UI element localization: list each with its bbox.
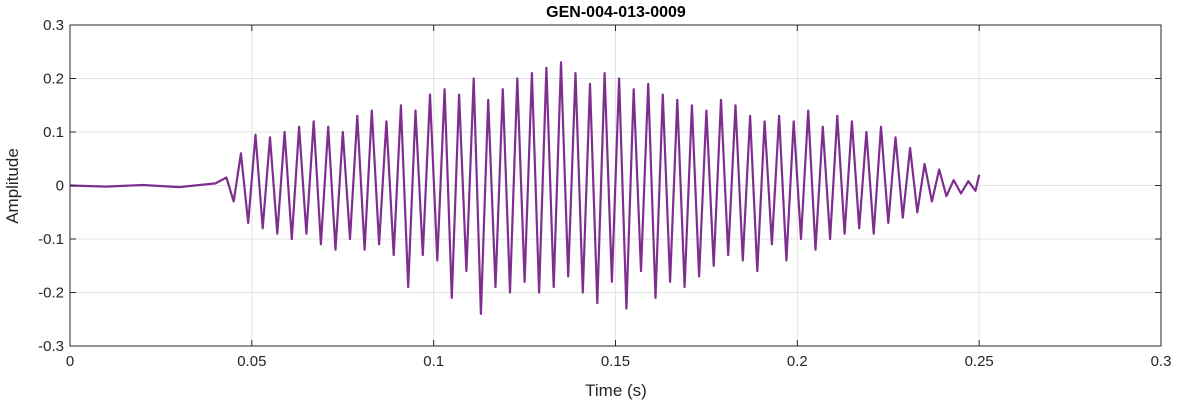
series-group [69,61,981,315]
x-tick-label: 0.25 [965,353,994,370]
y-tick-label: -0.1 [38,231,64,248]
x-tick-label: 0.05 [237,353,266,370]
chart-title: GEN-004-013-0009 [546,4,686,21]
axis-ticks [69,24,1162,347]
x-tick-label: 0.2 [787,353,808,370]
x-tick-label: 0.1 [423,353,444,370]
series-line [69,61,981,315]
y-tick-label: 0 [56,178,64,195]
x-tick-label: 0.3 [1151,353,1172,370]
y-tick-label: -0.2 [38,285,64,302]
y-tick-label: 0.1 [43,124,64,141]
y-axis-label: Amplitude [3,148,22,224]
x-axis-label: Time (s) [585,381,647,400]
y-tick-label: 0.2 [43,71,64,88]
y-tick-label: 0.3 [43,17,64,34]
y-tick-label: -0.3 [38,338,64,355]
x-tick-label: 0.15 [601,353,630,370]
x-tick-label: 0 [66,353,74,370]
tick-labels: 0 0.05 0.1 0.15 0.2 0.25 0.3 -0.3 -0.2 -0.1 0 0.1 0.… [38,17,1171,370]
